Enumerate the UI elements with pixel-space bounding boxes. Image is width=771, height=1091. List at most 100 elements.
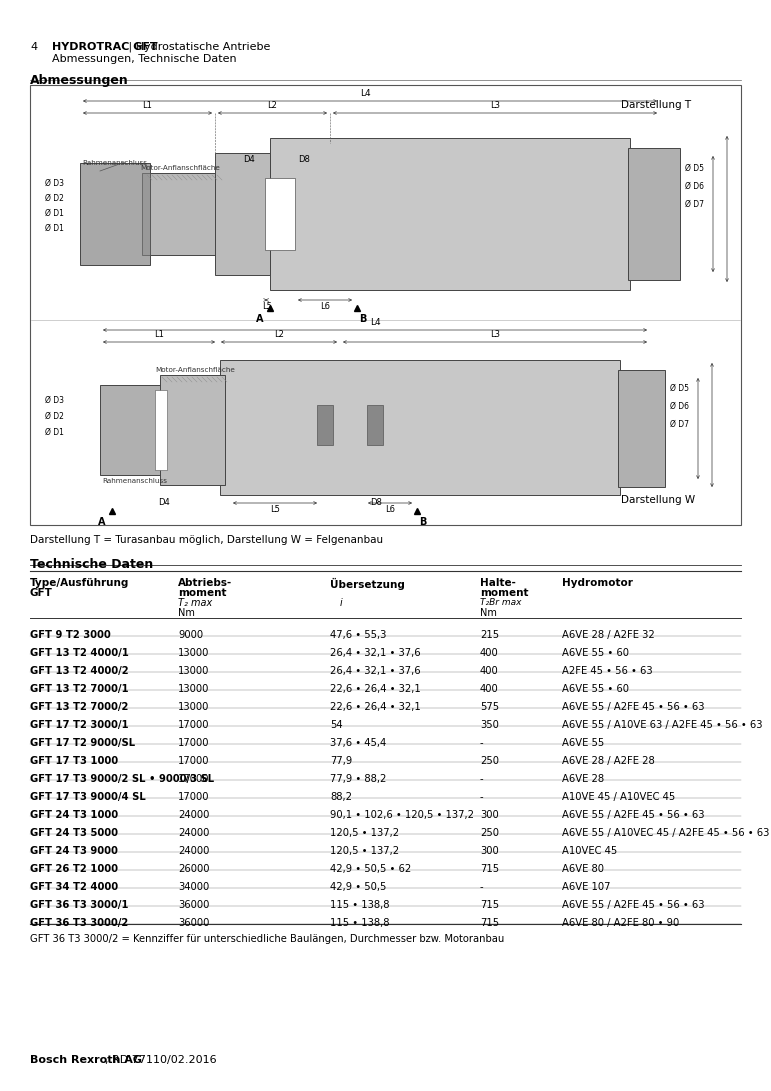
Text: 13000: 13000 [178, 648, 210, 658]
Text: -: - [480, 792, 483, 802]
Text: | Hydrostatische Antriebe: | Hydrostatische Antriebe [125, 41, 271, 52]
Text: Nm: Nm [178, 608, 195, 618]
Text: B: B [359, 314, 367, 324]
Text: , RD 77110/02.2016: , RD 77110/02.2016 [105, 1055, 217, 1065]
Bar [265, 178, 295, 250]
Text: Technische Daten: Technische Daten [30, 558, 153, 571]
Text: GFT 17 T2 3000/1: GFT 17 T2 3000/1 [30, 720, 129, 730]
Text: A6VE 55: A6VE 55 [562, 738, 604, 747]
Text: GFT 17 T3 1000: GFT 17 T3 1000 [30, 756, 118, 766]
Text: A2FE 45 • 56 • 63: A2FE 45 • 56 • 63 [562, 666, 652, 675]
Text: Ø D6: Ø D6 [685, 181, 704, 191]
Text: Hydromotor: Hydromotor [562, 578, 633, 588]
Text: 24000: 24000 [178, 828, 210, 838]
Text: L1: L1 [143, 101, 153, 110]
Text: 250: 250 [480, 756, 499, 766]
Text: GFT 24 T3 9000: GFT 24 T3 9000 [30, 846, 118, 855]
Text: GFT 36 T3 3000/2 = Kennziffer für unterschiedliche Baulängen, Durchmesser bzw. M: GFT 36 T3 3000/2 = Kennziffer für unters… [30, 934, 504, 944]
Text: A6VE 28: A6VE 28 [562, 774, 604, 783]
Bar [160, 375, 225, 485]
Text: L3: L3 [490, 329, 500, 339]
Text: B: B [419, 517, 426, 527]
Bar [618, 370, 665, 487]
Text: T₂Br max: T₂Br max [480, 598, 521, 607]
Text: GFT 24 T3 1000: GFT 24 T3 1000 [30, 810, 118, 819]
Text: A6VE 55 / A2FE 45 • 56 • 63: A6VE 55 / A2FE 45 • 56 • 63 [562, 900, 705, 910]
Text: Ø D7: Ø D7 [685, 200, 704, 208]
Text: Übersetzung: Übersetzung [330, 578, 405, 590]
Text: GFT 36 T3 3000/2: GFT 36 T3 3000/2 [30, 918, 128, 927]
Text: 250: 250 [480, 828, 499, 838]
Text: GFT 17 T3 9000/4 SL: GFT 17 T3 9000/4 SL [30, 792, 146, 802]
Bar [367, 405, 383, 445]
Text: D8: D8 [370, 497, 382, 507]
Text: GFT 13 T2 4000/2: GFT 13 T2 4000/2 [30, 666, 129, 675]
Bar [215, 153, 270, 275]
Text: Ø D2: Ø D2 [45, 411, 64, 420]
Text: GFT 17 T2 9000/SL: GFT 17 T2 9000/SL [30, 738, 135, 747]
Text: 34000: 34000 [178, 882, 209, 891]
Bar [220, 360, 620, 495]
Text: -: - [480, 774, 483, 783]
Text: moment: moment [480, 588, 528, 598]
Text: Darstellung W: Darstellung W [621, 495, 695, 505]
Text: Darstellung T: Darstellung T [621, 100, 691, 110]
Text: 88,2: 88,2 [330, 792, 352, 802]
Text: A6VE 28 / A2FE 32: A6VE 28 / A2FE 32 [562, 630, 655, 639]
Text: Rahmenanschluss: Rahmenanschluss [102, 478, 167, 484]
Bar [100, 385, 165, 475]
Text: GFT 13 T2 4000/1: GFT 13 T2 4000/1 [30, 648, 129, 658]
Text: GFT 36 T3 3000/1: GFT 36 T3 3000/1 [30, 900, 129, 910]
Text: 17000: 17000 [178, 720, 210, 730]
Text: 47,6 • 55,3: 47,6 • 55,3 [330, 630, 386, 639]
Text: Ø D7: Ø D7 [670, 420, 689, 429]
Text: 17000: 17000 [178, 756, 210, 766]
Text: A6VE 80 / A2FE 80 • 90: A6VE 80 / A2FE 80 • 90 [562, 918, 679, 927]
Text: Abmessungen: Abmessungen [30, 74, 129, 87]
Text: 54: 54 [330, 720, 342, 730]
Text: 115 • 138,8: 115 • 138,8 [330, 918, 389, 927]
Text: Ø D1: Ø D1 [45, 224, 64, 232]
Bar [317, 405, 333, 445]
Bar [628, 148, 680, 280]
Text: Ø D5: Ø D5 [670, 384, 689, 393]
Text: A6VE 55 / A10VEC 45 / A2FE 45 • 56 • 63: A6VE 55 / A10VEC 45 / A2FE 45 • 56 • 63 [562, 828, 769, 838]
Text: 400: 400 [480, 666, 499, 675]
Text: A6VE 28 / A2FE 28: A6VE 28 / A2FE 28 [562, 756, 655, 766]
Text: GFT 13 T2 7000/2: GFT 13 T2 7000/2 [30, 702, 129, 711]
Text: A: A [256, 314, 264, 324]
Text: GFT 9 T2 3000: GFT 9 T2 3000 [30, 630, 111, 639]
Text: L4: L4 [369, 317, 380, 327]
Text: 42,9 • 50,5 • 62: 42,9 • 50,5 • 62 [330, 864, 411, 874]
Text: L4: L4 [360, 89, 370, 98]
Text: 90,1 • 102,6 • 120,5 • 137,2: 90,1 • 102,6 • 120,5 • 137,2 [330, 810, 474, 819]
Text: Motor-Anflanschfläche: Motor-Anflanschfläche [155, 367, 235, 373]
Text: Motor-Anflanschfläche: Motor-Anflanschfläche [140, 165, 220, 171]
Bar [80, 163, 150, 265]
Text: 13000: 13000 [178, 684, 210, 694]
Text: Ø D2: Ø D2 [45, 193, 64, 203]
Text: T₂ max: T₂ max [178, 598, 212, 608]
Text: 36000: 36000 [178, 900, 210, 910]
Text: moment: moment [178, 588, 227, 598]
Text: Darstellung T = Turasanbau möglich, Darstellung W = Felgenanbau: Darstellung T = Turasanbau möglich, Dars… [30, 535, 383, 546]
Text: A6VE 55 • 60: A6VE 55 • 60 [562, 648, 629, 658]
Text: 17000: 17000 [178, 774, 210, 783]
Text: 37,6 • 45,4: 37,6 • 45,4 [330, 738, 386, 747]
Bar [270, 137, 630, 290]
Text: 215: 215 [480, 630, 499, 639]
Text: 26,4 • 32,1 • 37,6: 26,4 • 32,1 • 37,6 [330, 648, 421, 658]
Text: Ø D3: Ø D3 [45, 396, 64, 405]
Text: 26000: 26000 [178, 864, 210, 874]
Text: Abmessungen, Technische Daten: Abmessungen, Technische Daten [52, 53, 237, 64]
Text: 42,9 • 50,5: 42,9 • 50,5 [330, 882, 386, 891]
Text: A6VE 80: A6VE 80 [562, 864, 604, 874]
Text: 715: 715 [480, 900, 499, 910]
Text: Type/Ausführung: Type/Ausführung [30, 578, 130, 588]
Text: GFT 24 T3 5000: GFT 24 T3 5000 [30, 828, 118, 838]
Text: D4: D4 [158, 497, 170, 507]
Text: 22,6 • 26,4 • 32,1: 22,6 • 26,4 • 32,1 [330, 702, 421, 711]
Text: L6: L6 [320, 302, 330, 311]
Text: 26,4 • 32,1 • 37,6: 26,4 • 32,1 • 37,6 [330, 666, 421, 675]
Bar [145, 173, 220, 255]
